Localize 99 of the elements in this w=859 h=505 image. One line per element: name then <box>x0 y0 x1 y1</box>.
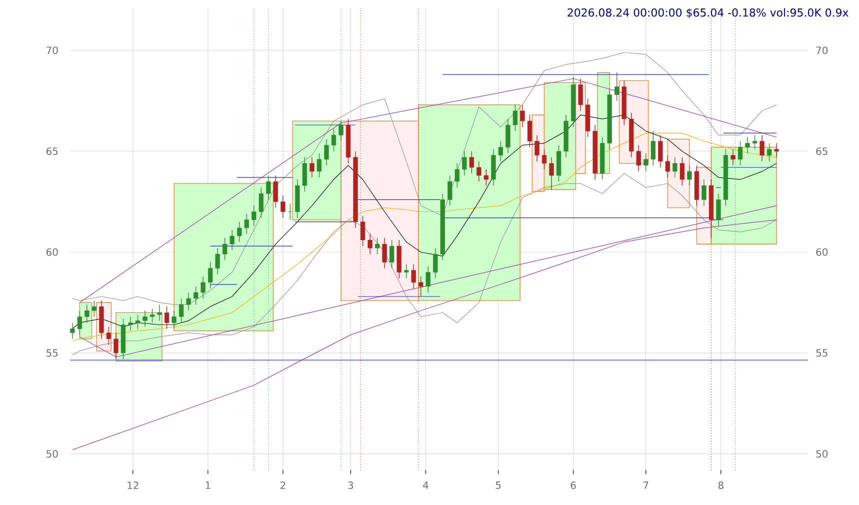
y-tick-label: 65 <box>46 147 58 156</box>
candlestick <box>716 193 721 226</box>
candlestick <box>426 266 430 293</box>
candlestick <box>578 78 583 112</box>
candlestick <box>484 169 489 186</box>
candlestick <box>469 150 474 174</box>
candlestick <box>527 114 532 148</box>
candlestick <box>280 195 286 218</box>
candlestick <box>164 306 170 330</box>
candlestick <box>476 160 482 182</box>
x-tick-label: 7 <box>644 482 648 489</box>
y2-tick-label: 50 <box>816 450 828 458</box>
candlestick <box>614 72 620 102</box>
candlestick <box>316 152 322 178</box>
candlestick <box>448 175 452 206</box>
candlestick <box>512 104 518 132</box>
candlestick <box>172 310 176 330</box>
candlestick <box>252 205 256 226</box>
candlestick <box>774 142 779 158</box>
candlestick <box>382 238 387 269</box>
candlestick <box>404 264 409 279</box>
candlestick <box>106 326 112 346</box>
candlestick <box>178 298 184 324</box>
candlestick <box>542 148 547 170</box>
candlestick <box>244 213 249 234</box>
candlestick <box>433 248 438 279</box>
y2-tick-label: 55 <box>816 349 828 357</box>
candlestick <box>128 316 133 332</box>
candlestick <box>766 142 772 162</box>
candlestick <box>745 136 750 154</box>
candlestick <box>273 175 278 208</box>
y-tick-label: 55 <box>46 349 58 357</box>
candlestick <box>760 134 764 162</box>
candlestick <box>200 276 206 299</box>
line-series <box>72 173 777 356</box>
candlestick <box>389 240 394 269</box>
candlestick <box>331 128 336 152</box>
y2-tick-label: 65 <box>816 147 828 156</box>
candlestick <box>672 156 678 178</box>
x-tick-label: 6 <box>570 482 576 490</box>
candlestick <box>730 148 736 166</box>
candlestick <box>360 215 366 246</box>
candlestick <box>258 187 264 218</box>
candlestick <box>534 134 540 162</box>
candlestick <box>92 300 97 318</box>
candlestick <box>84 304 90 324</box>
candlestick <box>194 286 198 305</box>
candlestick <box>230 230 234 250</box>
candlestick <box>462 150 467 176</box>
candlestick <box>658 134 663 168</box>
candlestick <box>310 156 314 178</box>
x-tick-label: 4 <box>423 482 428 489</box>
candlestick <box>752 134 758 150</box>
chart-title: 2026.08.24 00:00:00 $65.04 -0.18% vol:95.0K 0.9x <box>568 8 848 18</box>
candlestick <box>498 140 504 162</box>
candlestick <box>650 130 656 166</box>
candlestick <box>142 310 148 328</box>
candlestick <box>738 140 743 166</box>
y-tick-label: 50 <box>46 450 58 458</box>
candlestick <box>374 238 380 254</box>
candlestick <box>665 154 670 178</box>
candlestick <box>150 308 155 324</box>
candlestick <box>266 175 271 200</box>
x-tick-label: 8 <box>718 482 724 490</box>
y-tick-label: 60 <box>46 248 58 256</box>
candlestick <box>418 276 424 297</box>
x-tick-label: 3 <box>348 482 354 490</box>
candlestick <box>368 234 372 254</box>
candlestick <box>77 310 82 336</box>
candlestick <box>288 203 293 220</box>
candlestick <box>411 264 416 289</box>
candlestick <box>702 179 706 206</box>
candlestick <box>680 156 685 186</box>
candlestick <box>454 162 460 188</box>
y2-tick-label: 60 <box>816 248 828 256</box>
x-tick-label: 1 <box>206 482 210 489</box>
candlestick <box>506 118 510 154</box>
candlestick <box>70 322 75 340</box>
candlestick <box>338 120 344 142</box>
x-tick-label: 2 <box>280 482 286 489</box>
candlestick <box>644 152 648 172</box>
candlestick <box>324 138 329 166</box>
candlestick <box>114 332 118 360</box>
candlestick <box>208 262 213 289</box>
y-tick-label: 70 <box>46 46 58 54</box>
y2-tick-label: 70 <box>816 46 828 54</box>
candlestick <box>157 304 162 322</box>
candlestick <box>636 144 641 172</box>
candlestick <box>186 292 191 311</box>
candlestick <box>135 314 140 330</box>
candlestick <box>222 238 228 261</box>
candlestick <box>237 222 242 242</box>
candlestick <box>302 156 308 192</box>
x-tick-label: 5 <box>496 482 501 489</box>
candlestick <box>215 248 220 275</box>
candlestick <box>549 156 554 190</box>
x-tick-label: 12 <box>128 482 138 489</box>
candlestick <box>520 104 525 128</box>
candlestick <box>687 165 692 186</box>
